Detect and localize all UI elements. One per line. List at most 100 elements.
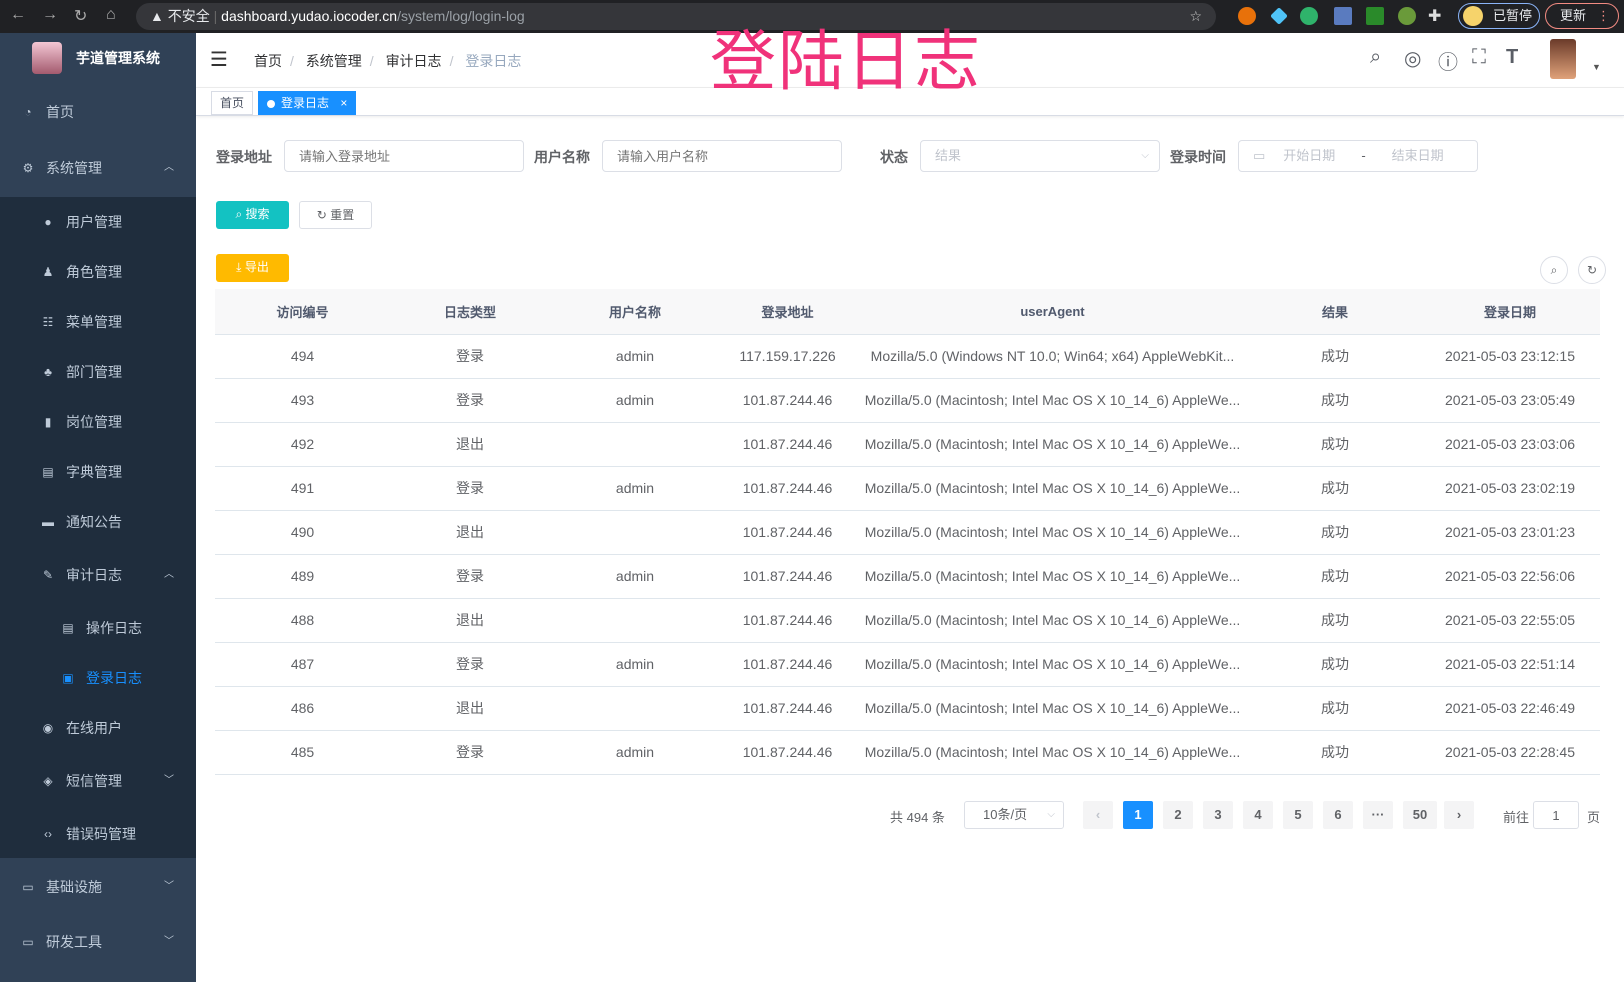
sidebar-item[interactable]: ‹› 错误码管理 [0, 809, 196, 859]
extension-icon[interactable] [1270, 7, 1288, 25]
avatar-icon [1463, 6, 1483, 26]
chevron-down-icon: ⌵ [1047, 809, 1055, 820]
column-header: 登录日期 [1420, 289, 1600, 335]
tag-login-log[interactable]: 登录日志 × [258, 91, 357, 115]
sidebar-item[interactable]: ◔ 首页 [0, 87, 196, 137]
goto-label: 前往 [1503, 810, 1530, 825]
table-row: 488 退出 101.87.244.46 Mozilla/5.0 (Macintosh… [215, 598, 1600, 643]
page-button[interactable]: 1 [1123, 801, 1153, 829]
star-icon[interactable]: ☆ [1189, 8, 1202, 24]
table-cell: Mozilla/5.0 (Macintosh; Intel Mac OS X 1… [855, 730, 1250, 775]
address-bar[interactable]: ▲ 不安全 | dashboard.yudao.iocoder.cn/syste… [136, 3, 1216, 30]
logininfor-icon: ▣ [62, 671, 74, 685]
back-icon[interactable]: ← [10, 6, 26, 23]
refresh-icon[interactable]: ↻ [1578, 256, 1606, 284]
page-button[interactable]: 50 [1403, 801, 1437, 829]
search-button[interactable]: ⌕ 搜索 [216, 201, 289, 229]
sidebar-item-label: 字典管理 [66, 464, 122, 480]
forward-icon[interactable]: → [42, 6, 58, 23]
sidebar-item[interactable]: ♣ 部门管理 [0, 347, 196, 397]
page-button[interactable]: ··· [1363, 801, 1393, 829]
help-icon[interactable]: ⓘ [1438, 52, 1458, 74]
table-cell: 494 [215, 334, 390, 379]
sidebar-item[interactable]: ▬ 通知公告 [0, 497, 196, 547]
sidebar-item[interactable]: ▣ 登录日志 [0, 653, 196, 703]
sidebar-item[interactable]: ◉ 在线用户 [0, 703, 196, 753]
page-button[interactable]: 4 [1243, 801, 1273, 829]
sidebar-item-label: 岗位管理 [66, 414, 122, 430]
online-icon: ◉ [42, 721, 54, 735]
next-page-button[interactable]: › [1444, 801, 1474, 829]
breadcrumb-item[interactable]: 审计日志 [385, 53, 442, 69]
page-button[interactable]: 3 [1203, 801, 1233, 829]
page-button[interactable]: 6 [1323, 801, 1353, 829]
reset-button[interactable]: ↻ 重置 [299, 201, 372, 229]
sidebar-item[interactable]: ● 用户管理 [0, 197, 196, 247]
page-button[interactable]: 5 [1283, 801, 1313, 829]
reload-icon[interactable]: ↻ [74, 8, 88, 25]
search-icon[interactable]: ⌕ [1370, 46, 1382, 68]
status-select[interactable]: 结果 ⌵ [920, 140, 1160, 172]
prev-page-button[interactable]: ‹ [1083, 801, 1113, 829]
home-icon[interactable]: ⌂ [106, 6, 116, 23]
table-cell: 成功 [1250, 334, 1420, 379]
update-button[interactable]: 更新 ⋮ [1545, 3, 1619, 29]
table-cell: 2021-05-03 23:05:49 [1420, 378, 1600, 423]
hamburger-icon[interactable]: ☰ [210, 49, 228, 71]
table-cell: 491 [215, 466, 390, 511]
table-cell: 成功 [1250, 378, 1420, 423]
table-row: 494 登录 admin 117.159.17.226 Mozilla/5.0 (Win… [215, 334, 1600, 379]
toggle-search-icon[interactable]: ⌕ [1540, 256, 1568, 284]
profile-button[interactable]: 已暂停 [1458, 3, 1540, 29]
user-avatar[interactable] [1550, 39, 1576, 79]
table-cell: 493 [215, 378, 390, 423]
sidebar-item[interactable]: ◈ 短信管理 ﹀ [0, 756, 196, 806]
extension-icon[interactable] [1238, 7, 1256, 25]
extension-icon[interactable] [1300, 7, 1318, 25]
table-cell: 2021-05-03 23:01:23 [1420, 510, 1600, 555]
sidebar-item[interactable]: ▭ 研发工具 ﹀ [0, 917, 196, 967]
table-cell: 登录 [390, 378, 550, 423]
breadcrumb-item[interactable]: 系统管理 [305, 53, 362, 69]
table-cell: admin [550, 378, 720, 423]
table-cell: admin [550, 642, 720, 687]
sidebar-item[interactable]: ▭ 基础设施 ﹀ [0, 862, 196, 912]
table-row: 489 登录 admin 101.87.244.46 Mozilla/5.0 (Maci… [215, 554, 1600, 599]
caret-down-icon[interactable]: ▼ [1592, 62, 1601, 72]
address-input[interactable] [284, 140, 524, 172]
sidebar-item[interactable]: ▮ 岗位管理 [0, 397, 196, 447]
table-cell: 101.87.244.46 [720, 730, 855, 775]
extension-icon[interactable] [1398, 7, 1416, 25]
breadcrumb-current: 登录日志 [465, 53, 522, 69]
table-cell: 退出 [390, 686, 550, 731]
extension-icon[interactable] [1366, 7, 1384, 25]
date-range-picker[interactable]: ▭ 开始日期 - 结束日期 [1238, 140, 1478, 172]
sidebar-item[interactable]: ▤ 字典管理 [0, 447, 196, 497]
table-cell: 成功 [1250, 422, 1420, 467]
sidebar-item[interactable]: ▤ 操作日志 [0, 603, 196, 653]
extension-icon[interactable] [1334, 7, 1352, 25]
table-cell: 489 [215, 554, 390, 599]
sidebar-item[interactable]: ✎ 审计日志 ︿ [0, 550, 196, 600]
close-icon[interactable]: × [340, 96, 348, 110]
export-button[interactable]: ⤓ 导出 [216, 254, 289, 282]
tag-home[interactable]: 首页 [211, 91, 254, 115]
puzzle-icon[interactable]: ✚ [1428, 8, 1442, 25]
sidebar-item[interactable]: ☷ 菜单管理 [0, 297, 196, 347]
username-input[interactable] [602, 140, 842, 172]
table-cell: Mozilla/5.0 (Macintosh; Intel Mac OS X 1… [855, 598, 1250, 643]
page-size-select[interactable]: 10条/页 ⌵ [964, 801, 1064, 829]
fullscreen-icon[interactable]: ⛶ [1472, 46, 1486, 68]
goto-page-input[interactable] [1533, 801, 1579, 829]
font-size-icon[interactable]: T [1506, 46, 1519, 68]
github-icon[interactable]: ◎ [1404, 48, 1422, 70]
page-button[interactable]: 2 [1163, 801, 1193, 829]
chevron-down-icon: ﹀ [164, 936, 174, 947]
column-header: 结果 [1250, 289, 1420, 335]
dashboard-icon: ◔ [24, 105, 32, 119]
table-cell: admin [550, 466, 720, 511]
sidebar-item-label: 错误码管理 [66, 826, 136, 842]
sidebar-item[interactable]: ⚙ 系统管理 ︿ [0, 143, 196, 193]
sidebar-item[interactable]: ♟ 角色管理 [0, 247, 196, 297]
breadcrumb-item[interactable]: 首页 [254, 53, 282, 69]
